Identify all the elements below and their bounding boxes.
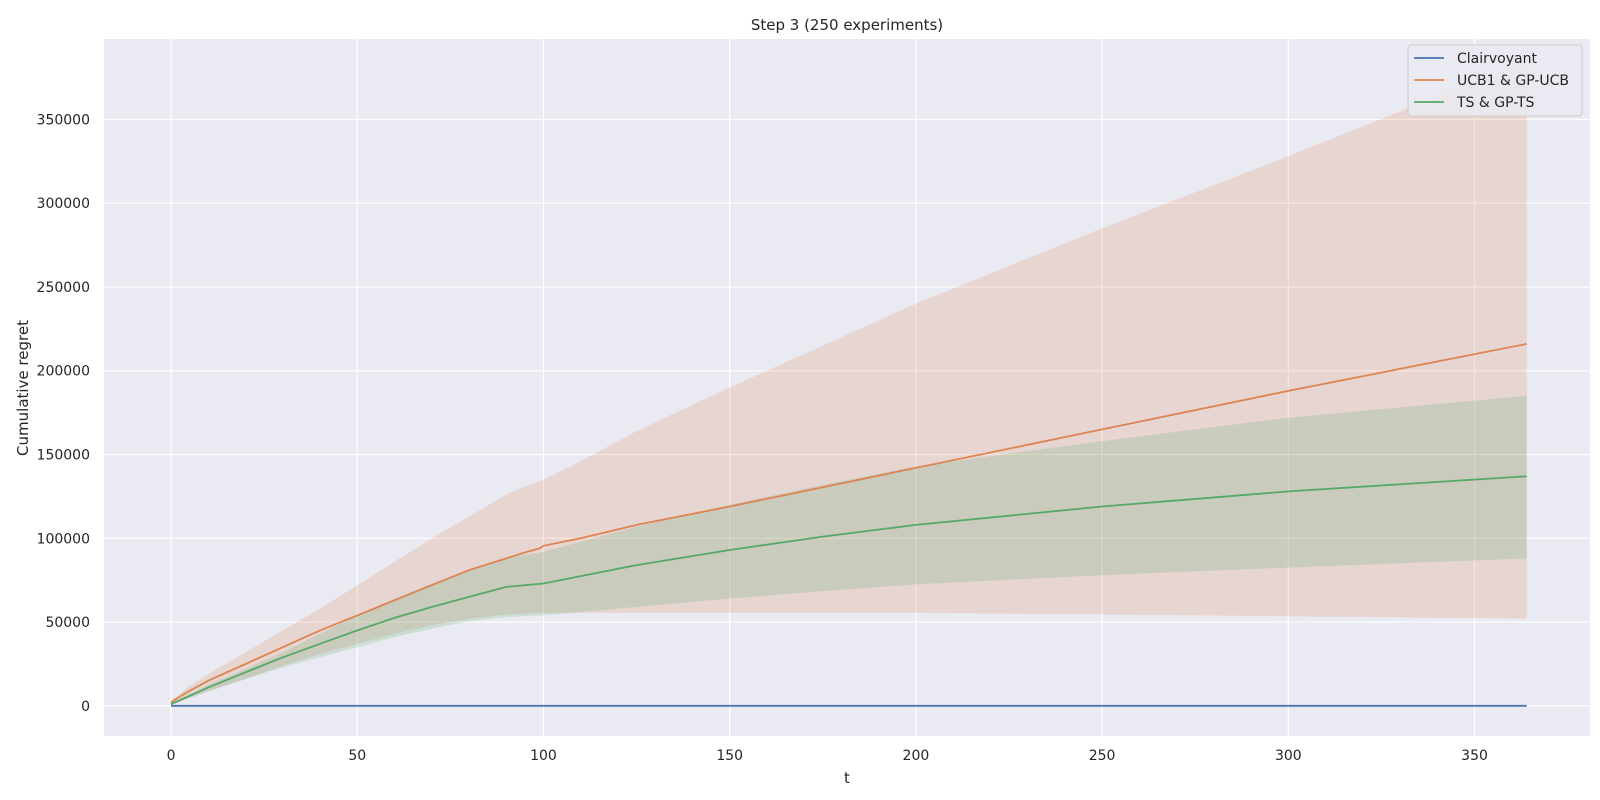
y-tick-labels: 0 50000 100000 150000 200000 250000 300000 3500… bbox=[37, 112, 90, 714]
band-ts-gp-ts bbox=[171, 395, 1527, 705]
x-tick-label: 250 bbox=[1089, 748, 1116, 764]
legend-label-ts: TS & GP-TS bbox=[1456, 95, 1535, 111]
line-ts-gp-ts bbox=[170, 475, 1527, 706]
x-tick-label: 300 bbox=[1275, 748, 1302, 764]
x-tick-label: 0 bbox=[167, 748, 176, 764]
y-tick-label: 300000 bbox=[37, 196, 90, 212]
legend-label-clairvoyant: Clairvoyant bbox=[1457, 51, 1537, 67]
x-tick-label: 200 bbox=[903, 748, 930, 764]
y-tick-label: 50000 bbox=[45, 615, 90, 631]
line-ucb1-gp-ucb bbox=[170, 343, 1527, 704]
x-tick-label: 100 bbox=[530, 748, 557, 764]
legend-label-ucb: UCB1 & GP-UCB bbox=[1457, 73, 1569, 89]
y-tick-label: 350000 bbox=[37, 112, 90, 128]
plot-area bbox=[104, 39, 1590, 736]
y-tick-label: 150000 bbox=[37, 448, 90, 464]
band-ucb1-gp-ucb bbox=[171, 60, 1527, 705]
confidence-bands bbox=[171, 60, 1527, 705]
legend: Clairvoyant UCB1 & GP-UCB TS & GP-TS bbox=[1407, 44, 1583, 117]
series-lines bbox=[170, 343, 1527, 707]
y-axis-label: Cumulative regret bbox=[14, 320, 32, 456]
x-tick-label: 350 bbox=[1461, 748, 1488, 764]
x-tick-label: 50 bbox=[348, 748, 366, 764]
x-tick-label: 150 bbox=[716, 748, 743, 764]
x-axis-label: t bbox=[844, 769, 850, 787]
y-tick-label: 200000 bbox=[37, 364, 90, 380]
x-tick-labels: 0 50 100 150 200 250 300 350 bbox=[167, 748, 1488, 764]
y-tick-label: 0 bbox=[81, 699, 90, 715]
y-tick-label: 250000 bbox=[37, 280, 90, 296]
chart-title: Step 3 (250 experiments) bbox=[751, 16, 943, 34]
y-tick-label: 100000 bbox=[37, 531, 90, 547]
legend-box bbox=[1407, 44, 1583, 117]
